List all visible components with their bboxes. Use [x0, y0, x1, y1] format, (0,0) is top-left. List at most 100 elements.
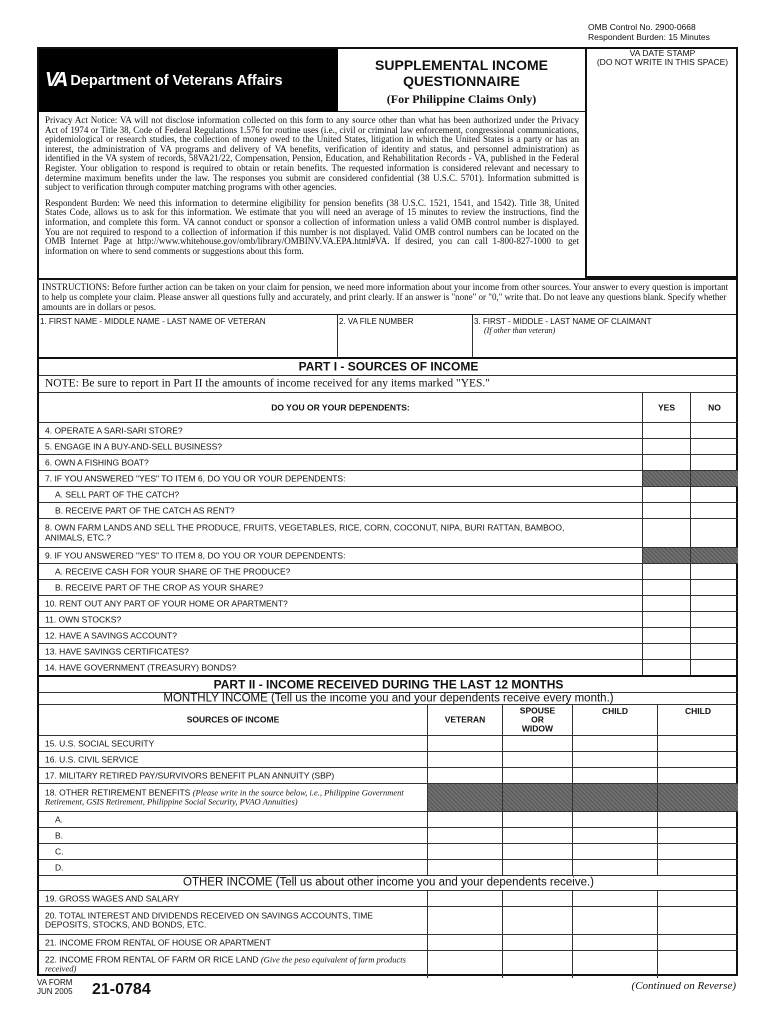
- yes-checkbox[interactable]: [642, 628, 690, 643]
- question-label: 12. HAVE A SAVINGS ACCOUNT?: [45, 629, 177, 640]
- child-2-amount-field[interactable]: [657, 828, 738, 843]
- income-row: 18. OTHER RETIREMENT BENEFITS (Please wr…: [39, 783, 738, 811]
- child-1-amount-field[interactable]: [572, 828, 657, 843]
- va-file-number-field[interactable]: 2. VA FILE NUMBER: [337, 315, 472, 358]
- spouse-amount-field[interactable]: [502, 951, 572, 978]
- va-logo: VA Department of Veterans Affairs: [39, 49, 338, 112]
- yes-checkbox[interactable]: [642, 580, 690, 595]
- no-checkbox[interactable]: [690, 487, 738, 502]
- file-number-label: 2. VA FILE NUMBER: [339, 317, 414, 326]
- child-2-amount-field[interactable]: [657, 935, 738, 950]
- child-1-amount-field[interactable]: [572, 736, 657, 751]
- no-checkbox[interactable]: [690, 503, 738, 518]
- veteran-amount-field[interactable]: [427, 828, 502, 843]
- child-1-amount-field[interactable]: [572, 907, 657, 934]
- spouse-amount-field[interactable]: [502, 907, 572, 934]
- no-checkbox[interactable]: [690, 580, 738, 595]
- child-2-amount-field[interactable]: [657, 768, 738, 783]
- no-checkbox[interactable]: [690, 644, 738, 659]
- form-footer: VA FORM JUN 2005 21-0784 (Continued on R…: [37, 978, 738, 1002]
- no-checkbox[interactable]: [690, 660, 738, 675]
- veteran-amount-field[interactable]: [427, 768, 502, 783]
- question-row: A. SELL PART OF THE CATCH?: [39, 486, 738, 502]
- form: VA Department of Veterans Affairs SUPPLE…: [37, 47, 738, 978]
- yes-checkbox[interactable]: [642, 423, 690, 438]
- spouse-amount-field[interactable]: [502, 768, 572, 783]
- veteran-amount-field[interactable]: [427, 891, 502, 906]
- spouse-amount-field[interactable]: [502, 860, 572, 875]
- child-2-amount-field[interactable]: [657, 812, 738, 827]
- child-1-amount-field[interactable]: [572, 860, 657, 875]
- no-checkbox[interactable]: [690, 564, 738, 579]
- question-row: 4. OPERATE A SARI-SARI STORE?: [39, 422, 738, 438]
- spouse-amount-field[interactable]: [502, 828, 572, 843]
- part1-note: NOTE: Be sure to report in Part II the a…: [39, 375, 738, 392]
- no-checkbox: [690, 548, 738, 563]
- no-checkbox[interactable]: [690, 628, 738, 643]
- veteran-amount-field[interactable]: [427, 752, 502, 767]
- veteran-name-field[interactable]: 1. FIRST NAME - MIDDLE NAME - LAST NAME …: [39, 315, 337, 358]
- yes-checkbox[interactable]: [642, 439, 690, 454]
- child-2-amount-field[interactable]: [657, 891, 738, 906]
- child-1-amount-field[interactable]: [572, 935, 657, 950]
- veteran-amount-field[interactable]: [427, 907, 502, 934]
- child-2-amount-field[interactable]: [657, 860, 738, 875]
- spouse-amount-field[interactable]: [502, 844, 572, 859]
- yes-checkbox[interactable]: [642, 612, 690, 627]
- claimant-name-field[interactable]: 3. FIRST - MIDDLE - LAST NAME OF CLAIMAN…: [472, 315, 738, 358]
- no-checkbox[interactable]: [690, 519, 738, 547]
- claimant-note: (If other than veteran): [484, 326, 556, 335]
- veteran-amount-field[interactable]: [427, 951, 502, 978]
- no-checkbox[interactable]: [690, 439, 738, 454]
- yes-checkbox[interactable]: [642, 487, 690, 502]
- no-checkbox[interactable]: [690, 596, 738, 611]
- child-2-amount-field[interactable]: [657, 844, 738, 859]
- income-source-label: 22. INCOME FROM RENTAL OF FARM OR RICE L…: [45, 954, 259, 964]
- yes-checkbox[interactable]: [642, 455, 690, 470]
- income-label: 21. INCOME FROM RENTAL OF HOUSE OR APART…: [45, 937, 415, 948]
- child-1-amount-field[interactable]: [572, 752, 657, 767]
- veteran-amount-field[interactable]: [427, 844, 502, 859]
- agency-name: Department of Veterans Affairs: [70, 72, 283, 89]
- no-checkbox[interactable]: [690, 423, 738, 438]
- veteran-amount-field[interactable]: [427, 736, 502, 751]
- child-1-amount-field[interactable]: [572, 844, 657, 859]
- veteran-amount-field[interactable]: [427, 935, 502, 950]
- child-column-header-label: CHILD: [602, 706, 628, 716]
- no-checkbox[interactable]: [690, 455, 738, 470]
- yes-checkbox[interactable]: [642, 519, 690, 547]
- no-column-header: NO: [690, 393, 738, 422]
- veteran-name-label: 1. FIRST NAME - MIDDLE NAME - LAST NAME …: [40, 317, 266, 326]
- spouse-amount-field[interactable]: [502, 935, 572, 950]
- spouse-amount-field[interactable]: [502, 736, 572, 751]
- veteran-amount-field[interactable]: [427, 860, 502, 875]
- part1-title: PART I - SOURCES OF INCOME: [298, 359, 479, 374]
- question-row: 12. HAVE A SAVINGS ACCOUNT?: [39, 627, 738, 643]
- income-source-label: B.: [55, 829, 64, 840]
- yes-checkbox[interactable]: [642, 596, 690, 611]
- question-row: A. RECEIVE CASH FOR YOUR SHARE OF THE PR…: [39, 563, 738, 579]
- child-2-amount-field[interactable]: [657, 907, 738, 934]
- veteran-amount-field[interactable]: [427, 812, 502, 827]
- yes-checkbox[interactable]: [642, 660, 690, 675]
- question-row: B. RECEIVE PART OF THE CATCH AS RENT?: [39, 502, 738, 518]
- child-1-amount-field[interactable]: [572, 891, 657, 906]
- no-checkbox[interactable]: [690, 612, 738, 627]
- yes-checkbox[interactable]: [642, 644, 690, 659]
- question-label: A. SELL PART OF THE CATCH?: [55, 488, 180, 499]
- child-2-amount-field[interactable]: [657, 752, 738, 767]
- income-row: D.: [39, 859, 738, 875]
- child-2-amount-field[interactable]: [657, 951, 738, 978]
- question-row: 8. OWN FARM LANDS AND SELL THE PRODUCE, …: [39, 518, 738, 547]
- child-1-amount-field[interactable]: [572, 768, 657, 783]
- question-label: A. RECEIVE CASH FOR YOUR SHARE OF THE PR…: [55, 565, 291, 576]
- yes-checkbox[interactable]: [642, 503, 690, 518]
- title-line-1: SUPPLEMENTAL INCOME: [375, 57, 548, 73]
- yes-checkbox[interactable]: [642, 564, 690, 579]
- child-1-amount-field[interactable]: [572, 951, 657, 978]
- child-1-amount-field[interactable]: [572, 812, 657, 827]
- spouse-amount-field[interactable]: [502, 752, 572, 767]
- child-2-amount-field[interactable]: [657, 736, 738, 751]
- spouse-amount-field[interactable]: [502, 812, 572, 827]
- spouse-amount-field[interactable]: [502, 891, 572, 906]
